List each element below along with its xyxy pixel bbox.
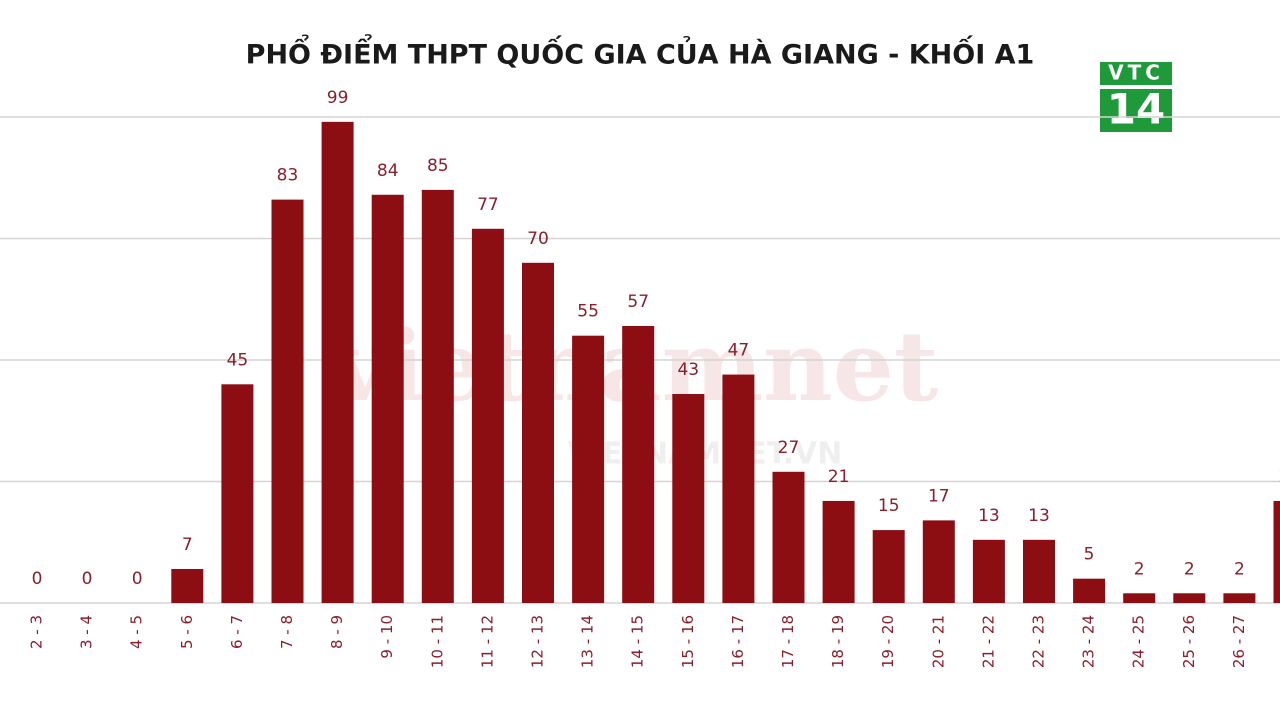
value-label: 45 [227, 350, 249, 370]
bar [1223, 593, 1256, 603]
value-label: 2 [1134, 559, 1145, 579]
x-tick-label: 25 - 26 [1180, 615, 1198, 668]
x-tick-label: 7 - 8 [278, 615, 296, 649]
logo-divider [1100, 85, 1172, 89]
bar [221, 384, 254, 603]
bar [522, 262, 554, 603]
x-tick-label: 5 - 6 [178, 615, 196, 649]
logo-text: 14 [1107, 85, 1165, 134]
value-label: 43 [677, 360, 699, 380]
bar [1173, 593, 1206, 603]
value-label: 5 [1084, 545, 1095, 565]
logo-text: VTC [1108, 61, 1164, 85]
value-label: 21 [1279, 467, 1280, 487]
chart-title: PHỔ ĐIỂM THPT QUỐC GIA CỦA HÀ GIANG - KH… [246, 33, 1035, 71]
value-label: 0 [32, 569, 43, 589]
value-label: 57 [627, 292, 649, 312]
value-label: 15 [878, 496, 900, 516]
bar [1273, 500, 1280, 603]
bar [872, 530, 905, 603]
x-tick-label: 12 - 13 [529, 615, 547, 668]
x-tick-label: 3 - 4 [78, 615, 96, 649]
x-tick-label: 13 - 14 [579, 615, 597, 668]
x-tick-label: 26 - 27 [1230, 615, 1248, 668]
bar [471, 228, 504, 603]
bar [772, 471, 805, 603]
value-label: 47 [728, 341, 750, 361]
logo-box [1100, 62, 1172, 132]
value-label: 0 [82, 569, 93, 589]
x-tick-label: 6 - 7 [228, 615, 246, 649]
bar [622, 325, 655, 603]
logo: VTC 14 [1100, 61, 1172, 134]
bar [271, 199, 304, 603]
x-tick-label: 11 - 12 [478, 615, 496, 668]
value-label: 17 [928, 486, 950, 506]
value-label: 27 [778, 438, 800, 458]
bar [672, 394, 705, 603]
value-label: 2 [1184, 559, 1195, 579]
bar [822, 500, 855, 603]
x-tick-label: 18 - 19 [829, 615, 847, 668]
value-label: 84 [377, 161, 399, 181]
bar [1073, 578, 1106, 603]
x-tick-label: 14 - 15 [629, 615, 647, 668]
value-label: 21 [828, 467, 850, 487]
bar [572, 335, 605, 603]
value-label: 70 [527, 229, 549, 249]
value-label: 7 [182, 535, 193, 555]
bar [1023, 539, 1055, 603]
value-label: 99 [327, 88, 349, 108]
x-tick-label: 16 - 17 [729, 615, 747, 668]
bar [371, 194, 404, 603]
x-tick-label: 15 - 16 [679, 615, 697, 668]
value-label: 77 [477, 195, 499, 215]
x-tick-label: 23 - 24 [1080, 615, 1098, 668]
x-tick-label: 20 - 21 [929, 615, 947, 668]
value-label: 2 [1234, 559, 1245, 579]
x-tick-label: 24 - 25 [1130, 615, 1148, 668]
bar [972, 539, 1005, 603]
value-label: 85 [427, 156, 449, 176]
value-label: 13 [1028, 506, 1050, 526]
value-label: 0 [132, 569, 143, 589]
watermark: VIETNAMNET.VN [568, 437, 843, 472]
x-tick-label: 19 - 20 [879, 615, 897, 668]
x-tick-label: 8 - 9 [328, 615, 346, 649]
bar [722, 374, 755, 603]
bar [1123, 593, 1156, 603]
value-label: 83 [277, 166, 299, 186]
x-tick-label: 10 - 11 [428, 615, 446, 668]
x-tick-label: 4 - 5 [128, 615, 146, 649]
x-tick-label: 2 - 3 [28, 615, 46, 649]
x-tick-label: 17 - 18 [779, 615, 797, 668]
value-label: 55 [577, 302, 599, 322]
value-label: 13 [978, 506, 1000, 526]
bar [421, 189, 454, 603]
bar [321, 121, 354, 604]
x-tick-label: 21 - 22 [979, 615, 997, 668]
x-tick-label: 22 - 23 [1030, 615, 1048, 668]
x-tick-label: 9 - 10 [378, 615, 396, 659]
bar [171, 568, 204, 603]
bar [922, 520, 955, 603]
